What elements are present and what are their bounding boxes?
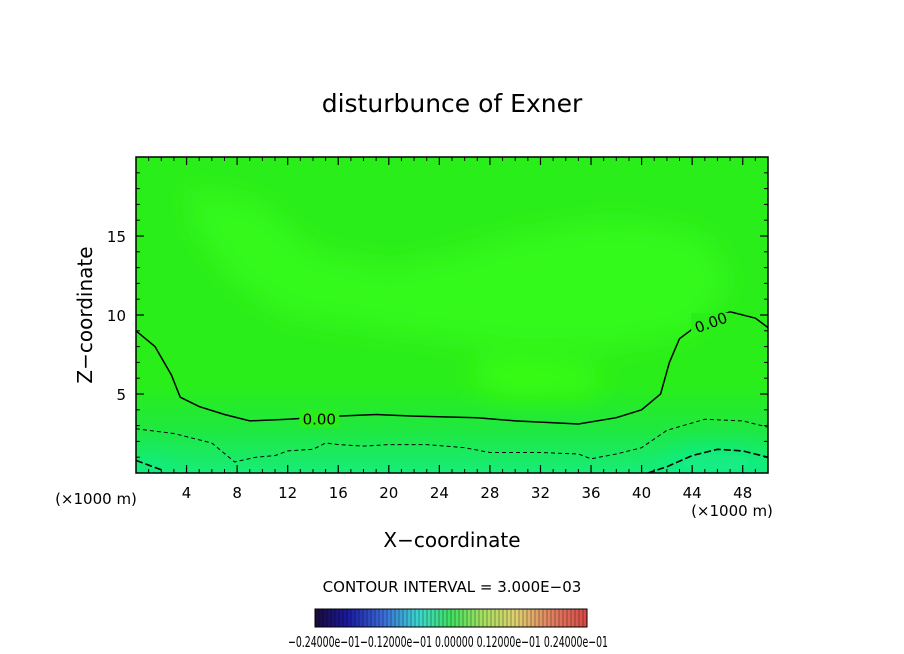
- y-tick-label: 5: [116, 386, 126, 404]
- contour-label: 0.00: [303, 410, 336, 428]
- field-core-region: [477, 359, 604, 396]
- x-tick-label: 28: [480, 484, 499, 502]
- x-tick-label: 16: [329, 484, 348, 502]
- y-axis: 5 10 15: [107, 172, 768, 458]
- field-deep-region: [136, 454, 174, 473]
- y-axis-label: Z−coordinate: [73, 246, 97, 383]
- contour-label-bg: [691, 312, 732, 331]
- x-axis-label: X−coordinate: [383, 528, 520, 552]
- x-tick-label: 20: [379, 484, 398, 502]
- x-tick-label: 8: [232, 484, 242, 502]
- field-deep-region: [641, 450, 768, 473]
- plot-area: 0.000.00: [136, 157, 768, 473]
- contour-line-zero: [136, 311, 768, 425]
- chart-title: disturbunce of Exner: [322, 89, 583, 118]
- colorbar-labels: −0.24000e−01−0.12000e−01 0.00000 0.12000…: [288, 633, 608, 651]
- x-tick-label: 24: [430, 484, 449, 502]
- colorbar-frame: [314, 608, 588, 628]
- x-tick-label: 4: [182, 484, 192, 502]
- y-tick-label: 10: [107, 307, 126, 325]
- field-light-region: [186, 188, 731, 347]
- x-tick-label: 12: [278, 484, 297, 502]
- x-tick-label: 32: [531, 484, 550, 502]
- colorbar: [314, 608, 588, 628]
- y-tick-label: 15: [107, 228, 126, 246]
- x-unit-left-label: (×1000 m): [55, 490, 137, 508]
- contour-label-bg: [299, 409, 340, 428]
- x-tick-label: 40: [632, 484, 651, 502]
- contour-line-negative: [647, 448, 768, 473]
- x-tick-label: 44: [683, 484, 702, 502]
- contour-interval-label: CONTOUR INTERVAL = 3.000E−03: [323, 578, 582, 596]
- x-tick-label: 48: [733, 484, 752, 502]
- x-unit-right-label: (×1000 m): [691, 502, 773, 520]
- contour-line-negative: [136, 459, 162, 471]
- x-tick-label: 36: [581, 484, 600, 502]
- colorbar-gradient: [315, 609, 587, 627]
- contour-line-negative: [136, 418, 768, 463]
- x-axis: 4 8 12 16 20 24 28 32 36 40 44 48: [148, 157, 756, 502]
